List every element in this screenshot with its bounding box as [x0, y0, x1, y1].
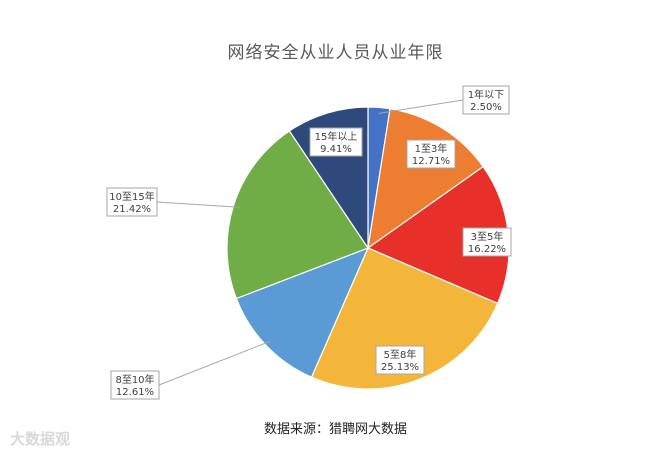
slice-label-6: 15年以上 [315, 130, 358, 143]
leader-line-4 [158, 340, 271, 386]
slice-value-1: 12.71% [412, 156, 450, 167]
slice-value-3: 25.13% [381, 362, 419, 373]
callout-box-5 [106, 187, 158, 217]
pie-slice-5 [226, 130, 369, 300]
slice-value-4: 12.61% [116, 387, 154, 398]
slice-label-1: 1至3年 [415, 142, 448, 155]
chart-title: 网络安全从业人员从业年限 [227, 43, 444, 63]
slice-value-0: 2.50% [470, 102, 502, 113]
slice-label-5: 10至15年 [109, 190, 154, 203]
watermark-logo: 大数据观 [10, 430, 71, 448]
pie-slice-4 [235, 246, 370, 378]
callout-box-6 [309, 127, 363, 157]
slice-value-2: 16.22% [468, 244, 506, 255]
leader-line-5 [156, 201, 240, 208]
callout-box-3 [375, 345, 425, 375]
callout-box-1 [406, 139, 456, 169]
callout-box-2 [462, 227, 512, 257]
callout-box-4 [110, 370, 160, 400]
slice-label-3: 5至8年 [384, 348, 417, 361]
slice-label-4: 8至10年 [115, 373, 154, 386]
leader-line-0 [378, 99, 464, 114]
data-source-note: 数据来源：猎聘网大数据 [263, 422, 407, 437]
slice-label-0: 1年以下 [468, 88, 504, 101]
slice-value-6: 9.41% [320, 144, 352, 155]
pie-slice-3 [310, 247, 499, 390]
slice-value-5: 21.42% [113, 204, 151, 215]
slice-label-2: 3至5年 [471, 230, 504, 243]
callout-box-0 [462, 85, 510, 115]
